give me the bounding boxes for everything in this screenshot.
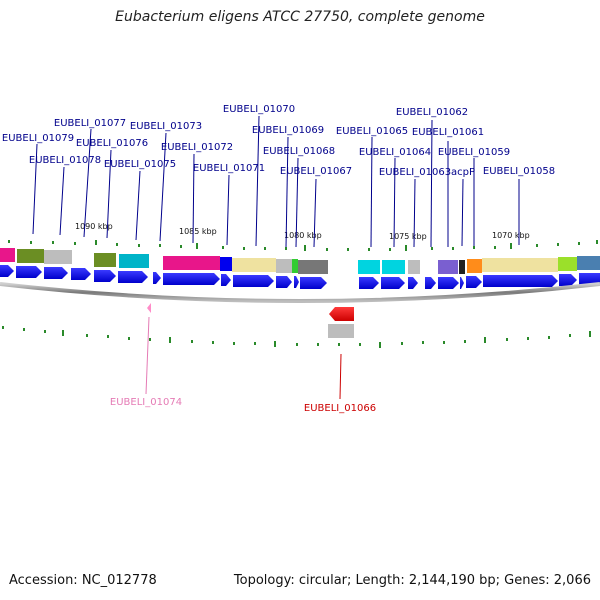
gene-label: EUBELI_01064 (359, 147, 431, 158)
gene-label: EUBELI_01074 (110, 397, 182, 408)
gene-label: EUBELI_01077 (54, 118, 126, 129)
scale-label: 1080 kbp (284, 231, 322, 240)
gene-label: acpP (451, 167, 475, 178)
label-leaders (32, 115, 520, 400)
genome-summary-text: Topology: circular; Length: 2,144,190 bp… (233, 573, 591, 588)
gene-label: EUBELI_01079 (2, 133, 74, 144)
gene-label: EUBELI_01073 (130, 121, 202, 132)
scale-label: 1090 kbp (75, 222, 113, 231)
genome-backbone (0, 282, 600, 303)
lower-tick-row (2, 326, 591, 348)
gene-label: EUBELI_01071 (193, 163, 265, 174)
gene-label: EUBELI_01070 (223, 104, 295, 115)
feature-band (0, 248, 600, 274)
gene-label: EUBELI_01072 (161, 142, 233, 153)
gene-label: EUBELI_01069 (252, 125, 324, 136)
gene-label: EUBELI_01075 (104, 159, 176, 170)
gene-label: EUBELI_01061 (412, 127, 484, 138)
scale-label: 1070 kbp (492, 231, 530, 240)
gene-labels: EUBELI_01079 EUBELI_01078 EUBELI_01077 E… (2, 104, 555, 414)
gene-label: EUBELI_01078 (29, 155, 101, 166)
gene-label: EUBELI_01076 (76, 138, 148, 149)
gene-label: EUBELI_01066 (304, 403, 376, 414)
upper-tick-row (8, 240, 598, 251)
gene-label: EUBELI_01058 (483, 166, 555, 177)
scale-label: 1075 kbp (389, 232, 427, 241)
reverse-genes (147, 303, 354, 338)
gene-label: EUBELI_01062 (396, 107, 468, 118)
gene-label: EUBELI_01067 (280, 166, 352, 177)
gene-label: EUBELI_01068 (263, 146, 335, 157)
gene-label: EUBELI_01059 (438, 147, 510, 158)
scale-label: 1085 kbp (179, 227, 217, 236)
scale-labels: 1090 kbp 1085 kbp 1080 kbp 1075 kbp 1070… (75, 222, 530, 241)
gene-label: EUBELI_01065 (336, 126, 408, 137)
genome-title: Eubacterium eligens ATCC 27750, complete… (115, 9, 485, 25)
accession-text: Accession: NC_012778 (9, 573, 157, 588)
forward-genes (0, 265, 600, 289)
gene-label: EUBELI_01063 (379, 167, 451, 178)
